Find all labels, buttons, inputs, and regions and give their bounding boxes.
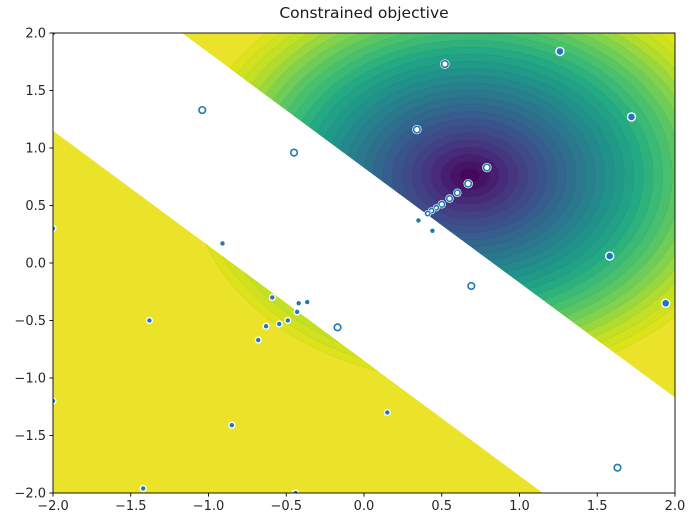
scatter-point-solid: [53, 33, 57, 37]
x-tick-label: 2.0: [665, 499, 686, 514]
scatter-point-solid: [660, 298, 671, 308]
x-tick-label: 1.0: [509, 499, 530, 514]
scatter-point-open: [482, 162, 492, 173]
y-tick-label: 0.0: [25, 257, 46, 272]
y-tick-label: −2.0: [14, 487, 46, 502]
scatter-point-open: [612, 463, 623, 473]
scatter-point-solid: [254, 336, 262, 344]
x-tick-label: −2.0: [37, 499, 69, 514]
x-tick-label: 0.5: [431, 499, 452, 514]
y-tick-label: −1.5: [14, 429, 46, 444]
scatter-point-open: [197, 105, 207, 115]
y-tick-label: 1.0: [25, 142, 46, 157]
y-tick-label: −1.0: [14, 372, 46, 387]
y-tick-label: 2.0: [25, 27, 46, 42]
x-tick-label: −0.5: [270, 499, 302, 514]
scatter-point-solid: [218, 239, 227, 248]
scatter-point-solid: [604, 251, 615, 261]
scatter-point-open: [289, 147, 299, 158]
scatter-point-open: [466, 281, 476, 291]
scatter-point-solid: [291, 489, 300, 493]
scatter-point-solid: [262, 322, 270, 330]
scatter-point-open: [445, 194, 454, 203]
scatter-point-solid: [139, 484, 147, 492]
x-tick-label: −1.5: [115, 499, 147, 514]
scatter-point-solid: [626, 112, 637, 122]
scatter-point-open: [412, 124, 422, 135]
scatter-point-open: [424, 209, 432, 218]
x-tick-label: 0.0: [354, 499, 375, 514]
x-tick-label: −1.0: [193, 499, 225, 514]
scatter-point-open: [332, 322, 343, 333]
scatter-points: [53, 33, 671, 493]
scatter-point-solid: [145, 316, 154, 325]
scatter-point-open: [437, 200, 446, 209]
scatter-point-solid: [53, 224, 57, 233]
scatter-point-solid: [303, 298, 311, 306]
scatter-point-solid: [555, 46, 565, 57]
scatter-point-solid: [275, 320, 283, 328]
scatter-point-solid: [295, 299, 303, 307]
scatter-point-open: [463, 178, 473, 189]
scatter-point-solid: [414, 216, 423, 225]
scatter-point-solid: [228, 421, 236, 429]
scatter-point-solid: [428, 227, 437, 235]
scatter-point-open: [440, 59, 450, 69]
y-tick-label: 1.5: [25, 84, 46, 99]
y-tick-label: 0.5: [25, 199, 46, 214]
x-tick-label: 1.5: [587, 499, 608, 514]
scatter-point-solid: [284, 316, 292, 325]
axis-ticks: −2.0 −1.5 −1.0 −0.5 0.0 0.5 1.0 1.5 2.0 2.0 1.5 1.0…: [14, 27, 685, 515]
plot-title: Constrained objective: [279, 4, 449, 22]
y-tick-label: −0.5: [14, 314, 46, 329]
scatter-point-solid: [293, 308, 301, 316]
scatter-point-open: [453, 188, 462, 198]
scatter-point-solid: [383, 408, 391, 417]
scatter-point-solid: [268, 293, 276, 302]
scatter-point-solid: [53, 397, 57, 405]
